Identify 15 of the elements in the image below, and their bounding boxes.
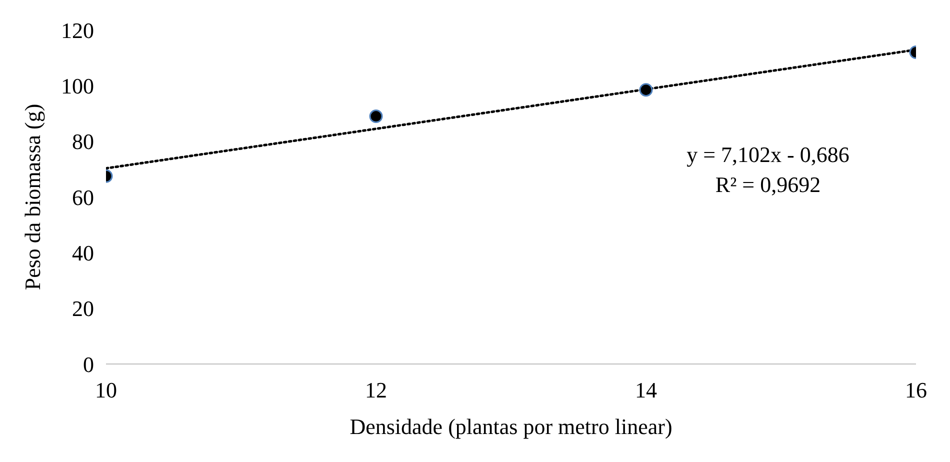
- y-tick-label: 0: [83, 352, 94, 377]
- x-tick-label: 16: [905, 378, 927, 403]
- x-tick-label: 14: [635, 378, 657, 403]
- annotation: y = 7,102x - 0,686: [686, 141, 850, 169]
- x-tick-label: 12: [365, 378, 387, 403]
- annotation: R² = 0,9692: [714, 171, 822, 199]
- x-axis-title: Densidade (plantas por metro linear): [350, 414, 672, 439]
- y-tick-label: 120: [61, 18, 94, 43]
- y-tick-label: 80: [72, 129, 94, 154]
- y-tick-label: 40: [72, 240, 94, 266]
- y-axis-title: Peso da biomassa (g): [20, 104, 45, 290]
- y-tick-label: 60: [72, 184, 94, 210]
- y-tick-label: 20: [72, 296, 94, 322]
- x-tick-label: 10: [95, 378, 117, 403]
- y-tick-label: 100: [61, 73, 94, 98]
